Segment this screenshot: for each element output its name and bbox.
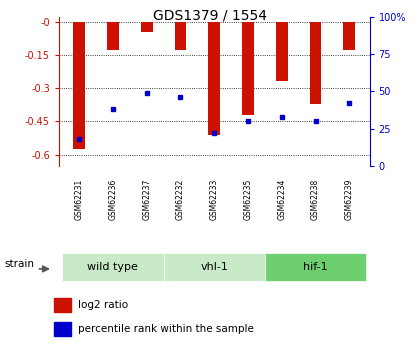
Text: GSM62231: GSM62231 bbox=[75, 179, 84, 220]
Text: wild type: wild type bbox=[87, 262, 138, 272]
Bar bbox=[276, 22, 288, 81]
Text: GSM62236: GSM62236 bbox=[108, 179, 117, 220]
Text: GSM62237: GSM62237 bbox=[142, 179, 151, 220]
Bar bbox=[54, 298, 71, 312]
Bar bbox=[62, 253, 163, 282]
Bar bbox=[141, 22, 152, 32]
Text: GSM62233: GSM62233 bbox=[210, 179, 219, 220]
Text: GSM62239: GSM62239 bbox=[345, 179, 354, 220]
Text: GDS1379 / 1554: GDS1379 / 1554 bbox=[153, 9, 267, 23]
Bar bbox=[174, 22, 186, 50]
Text: log2 ratio: log2 ratio bbox=[78, 300, 128, 310]
Text: GSM62235: GSM62235 bbox=[244, 179, 252, 220]
Text: GSM62232: GSM62232 bbox=[176, 179, 185, 220]
Bar bbox=[208, 22, 220, 135]
Bar bbox=[265, 253, 366, 282]
Bar bbox=[163, 253, 265, 282]
Text: vhl-1: vhl-1 bbox=[200, 262, 228, 272]
Bar bbox=[107, 22, 119, 50]
Bar bbox=[242, 22, 254, 115]
Text: strain: strain bbox=[5, 259, 35, 269]
Text: percentile rank within the sample: percentile rank within the sample bbox=[78, 324, 253, 334]
Text: GSM62234: GSM62234 bbox=[277, 179, 286, 220]
Bar bbox=[344, 22, 355, 50]
Text: hif-1: hif-1 bbox=[303, 262, 328, 272]
Text: GSM62238: GSM62238 bbox=[311, 179, 320, 220]
Bar bbox=[54, 322, 71, 336]
Bar bbox=[73, 22, 85, 149]
Bar bbox=[310, 22, 321, 104]
